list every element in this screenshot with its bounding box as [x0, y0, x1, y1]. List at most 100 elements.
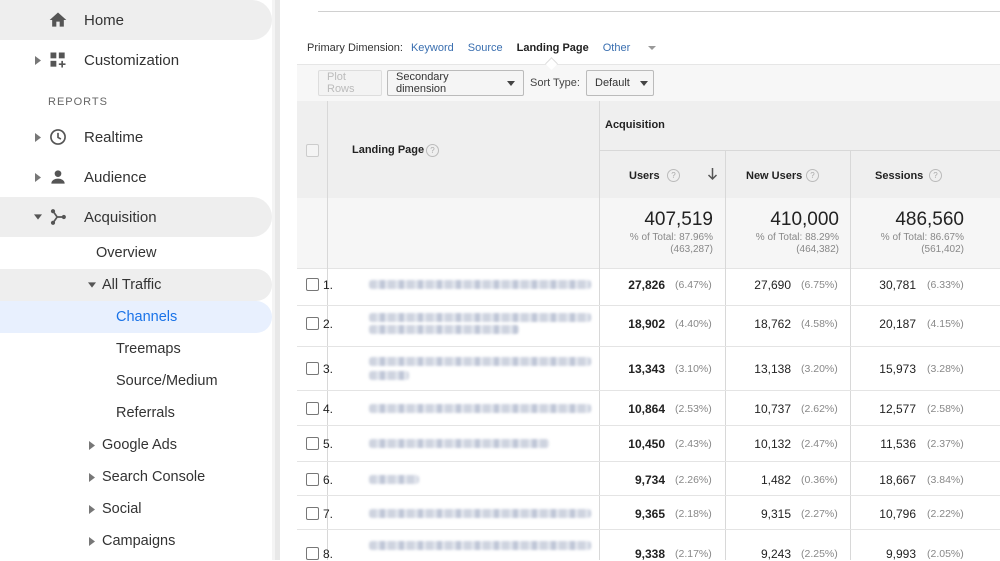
dimension-source-link[interactable]: Source — [467, 42, 503, 54]
sessions-column-header[interactable]: Sessions ? — [851, 151, 1000, 198]
chevron-right-icon — [34, 55, 42, 65]
new-users-value: 10,132 — [754, 437, 791, 451]
users-pct: (6.47%) — [675, 279, 712, 291]
sidebar-item-home[interactable]: Home — [0, 0, 272, 40]
redacted-landing-page-link[interactable] — [369, 280, 591, 289]
sidebar-item-google-ads[interactable]: Google Ads — [102, 437, 177, 453]
chevron-right-icon — [88, 536, 96, 546]
sidebar-item-search-console[interactable]: Search Console — [102, 469, 206, 485]
sessions-value: 30,781 — [879, 278, 916, 292]
row-checkbox[interactable] — [306, 278, 319, 291]
row-number: 6. — [322, 473, 333, 487]
chevron-right-icon — [34, 132, 42, 142]
new-users-pct: (2.62%) — [801, 403, 838, 415]
sort-type-dropdown[interactable]: Default — [586, 70, 654, 96]
person-icon — [51, 170, 65, 184]
select-all-header — [297, 101, 327, 198]
sidebar-item-overview[interactable]: Overview — [96, 245, 157, 261]
column-divider — [327, 101, 328, 560]
users-value: 13,343 — [628, 362, 665, 376]
acquisition-group-label: Acquisition — [605, 119, 665, 131]
sessions-pct: (2.37%) — [927, 438, 964, 450]
sessions-value: 15,973 — [879, 362, 916, 376]
new-users-column-header[interactable]: New Users ? — [726, 151, 850, 198]
users-total-abs: (463,287) — [670, 244, 713, 255]
sidebar-item-campaigns[interactable]: Campaigns — [102, 533, 176, 549]
sidebar-item-all-traffic[interactable]: All Traffic — [102, 277, 162, 293]
chevron-right-icon — [34, 172, 42, 182]
chevron-right-icon — [88, 440, 96, 450]
users-column-header[interactable]: Users ? — [599, 151, 725, 198]
sidebar-item-label: Customization — [84, 51, 180, 69]
chevron-right-icon — [88, 472, 96, 482]
primary-dimension-label: Primary Dimension: — [307, 42, 403, 54]
new-users-header-label: New Users — [746, 170, 803, 182]
sidebar-item-source-medium[interactable]: Source/Medium — [116, 373, 218, 389]
sessions-value: 9,993 — [885, 547, 916, 561]
plot-rows-button[interactable]: Plot Rows — [318, 70, 382, 96]
help-icon[interactable]: ? — [806, 169, 819, 182]
sidebar-item-social[interactable]: Social — [102, 501, 142, 517]
sidebar-item-label: Realtime — [84, 128, 144, 146]
sort-descending-icon[interactable] — [707, 167, 718, 181]
redacted-landing-page-link[interactable] — [369, 404, 591, 413]
users-value: 18,902 — [628, 317, 665, 331]
sidebar-item-channels[interactable]: Channels — [116, 309, 178, 325]
sidebar-item-treemaps[interactable]: Treemaps — [116, 341, 181, 357]
row-checkbox[interactable] — [306, 362, 319, 375]
sessions-total: 486,560 — [895, 209, 964, 230]
select-all-checkbox[interactable] — [306, 144, 319, 157]
users-pct: (2.26%) — [675, 474, 712, 486]
redacted-landing-page-link[interactable] — [369, 541, 591, 550]
dimension-other-dropdown[interactable]: Other — [603, 42, 671, 54]
row-checkbox[interactable] — [306, 437, 319, 450]
sessions-value: 12,577 — [879, 402, 916, 416]
primary-dimension-bar: Primary Dimension: Keyword Source Landin… — [307, 42, 684, 54]
help-icon[interactable]: ? — [426, 144, 439, 157]
redacted-landing-page-link[interactable] — [369, 475, 419, 484]
help-icon[interactable]: ? — [667, 169, 680, 182]
dimension-landing-page-active[interactable]: Landing Page — [516, 42, 589, 54]
sidebar-item-label: Home — [84, 11, 125, 29]
new-users-pct: (2.25%) — [801, 548, 838, 560]
help-icon[interactable]: ? — [929, 169, 942, 182]
new-users-total-pct: % of Total: 88.29% — [755, 232, 839, 243]
new-users-pct: (2.27%) — [801, 508, 838, 520]
row-divider — [297, 305, 1000, 306]
redacted-landing-page-link[interactable] — [369, 439, 549, 448]
row-checkbox[interactable] — [306, 402, 319, 415]
redacted-landing-page-link[interactable] — [369, 313, 591, 322]
caret-down-icon — [639, 80, 648, 86]
sidebar-scrollbar[interactable] — [275, 0, 280, 560]
sidebar-item-audience[interactable]: Audience — [0, 157, 272, 197]
row-divider — [297, 529, 1000, 530]
redacted-landing-page-link[interactable] — [369, 325, 519, 334]
row-checkbox[interactable] — [306, 317, 319, 330]
sidebar-item-customization[interactable]: Customization — [0, 40, 272, 80]
sidebar-item-referrals[interactable]: Referrals — [116, 405, 175, 421]
table-toolbar: Plot Rows Secondary dimension Sort Type:… — [297, 64, 1000, 103]
new-users-value: 27,690 — [754, 278, 791, 292]
landing-page-header-label: Landing Page — [352, 144, 425, 156]
acquisition-icon — [50, 209, 66, 225]
dimension-keyword-link[interactable]: Keyword — [410, 42, 454, 54]
redacted-landing-page-link[interactable] — [369, 357, 591, 366]
secondary-dimension-dropdown[interactable]: Secondary dimension — [387, 70, 524, 96]
sidebar-item-realtime[interactable]: Realtime — [0, 117, 272, 157]
users-value: 10,450 — [628, 437, 665, 451]
redacted-landing-page-link[interactable] — [369, 371, 409, 380]
new-users-total: 410,000 — [770, 209, 839, 230]
sidebar-item-acquisition[interactable]: Acquisition — [0, 197, 272, 237]
users-pct: (2.17%) — [675, 548, 712, 560]
sessions-pct: (2.05%) — [927, 548, 964, 560]
sidebar: Home Customization REPORTS Realtime Audi… — [0, 0, 272, 560]
row-number: 4. — [322, 402, 333, 416]
row-divider — [297, 346, 1000, 347]
row-checkbox[interactable] — [306, 507, 319, 520]
redacted-landing-page-link[interactable] — [369, 509, 591, 518]
new-users-pct: (0.36%) — [801, 474, 838, 486]
landing-page-header[interactable]: Landing Page ? — [327, 101, 599, 198]
users-value: 10,864 — [628, 402, 665, 416]
users-pct: (2.43%) — [675, 438, 712, 450]
row-checkbox[interactable] — [306, 473, 319, 486]
